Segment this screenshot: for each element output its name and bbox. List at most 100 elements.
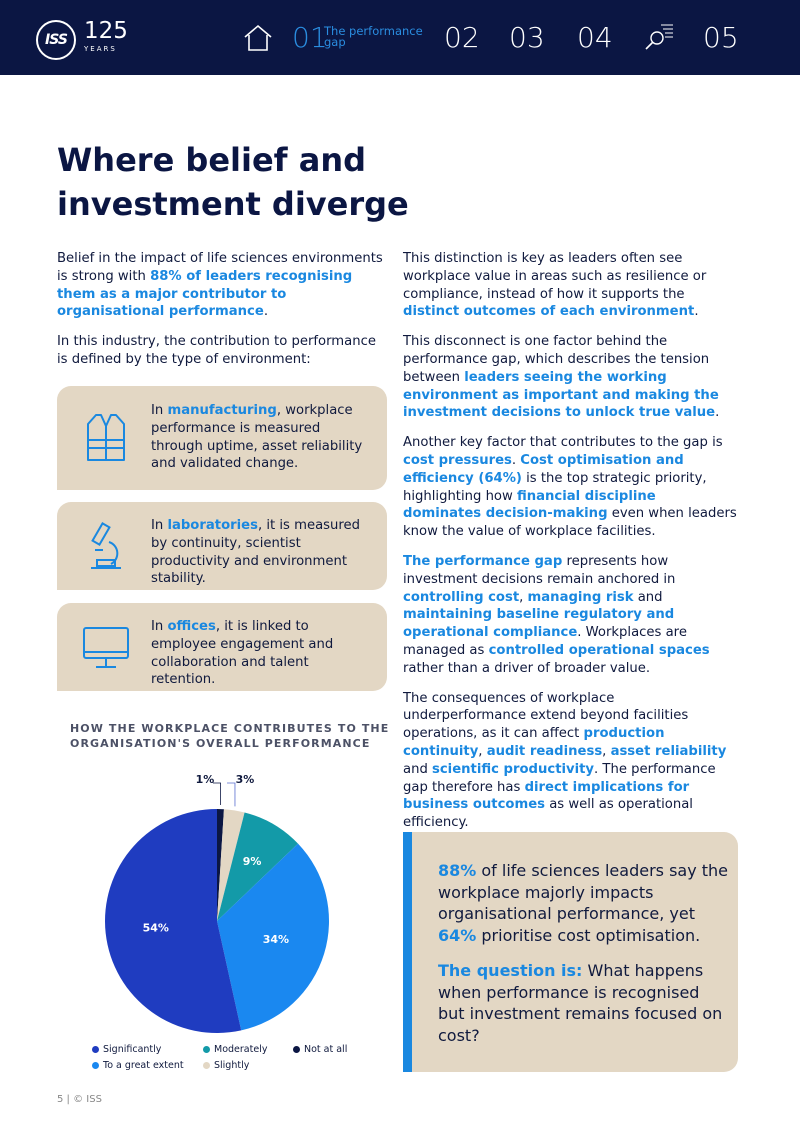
highlight-text: cost pressures (403, 452, 512, 468)
years-label: YEARS (84, 45, 117, 53)
highlight-text: audit readiness (486, 743, 603, 759)
text-span: . (715, 405, 720, 421)
highlight-text: leaders seeing the working environment a… (403, 369, 719, 421)
highlight-text: The question is: (438, 960, 583, 980)
manufacturing-card: In manufacturing, workplace performance … (57, 386, 387, 490)
legend-label: Not at all (304, 1044, 348, 1055)
legend-label: Significantly (103, 1044, 162, 1055)
highlight-text: 64% (438, 926, 477, 946)
pie-label-significantly: 54% (143, 922, 169, 935)
text-span: is the top strategic priority, highlight… (403, 470, 707, 504)
highlight-text: managing risk (527, 589, 634, 605)
text-span: represents how investment decisions rema… (403, 553, 676, 587)
nav-section-05[interactable]: 05 (703, 21, 739, 54)
legend-swatch (203, 1046, 210, 1053)
right-column: This distinction is key as leaders often… (403, 250, 738, 844)
offices-card: In offices, it is linked to employee eng… (57, 603, 387, 691)
pie-slice-moderately (217, 812, 299, 921)
highlight-text: scientific productivity (432, 761, 595, 777)
highlight-text: financial discipline dominates decision-… (403, 488, 656, 522)
highlight-text: laboratories (167, 518, 258, 533)
highlight-text: controlling cost (403, 589, 520, 605)
iss-logo[interactable]: ISS (36, 20, 76, 60)
text-span: , (478, 743, 487, 759)
chart-title: HOW THE WORKPLACE CONTRIBUTES TO THE ORG… (70, 722, 390, 750)
text-span: as well as operational efficiency. (403, 797, 693, 831)
text-span: In (151, 518, 168, 533)
text-span: of life sciences leaders say the workpla… (438, 861, 729, 924)
text-span: . Workplaces are managed as (403, 625, 687, 658)
text-span: In (151, 619, 168, 634)
pie-chart: 1% 3% 9% 34% 54% (105, 773, 329, 1033)
legend-label: Slightly (214, 1060, 250, 1071)
manufacturing-text: In manufacturing, workplace performance … (151, 402, 376, 473)
pie-label-to-a-great-extent: 34% (263, 933, 289, 946)
text-span: , it is linked to employee engagement an… (151, 619, 334, 688)
legend-item-significantly: Significantly (92, 1044, 161, 1055)
pie-label-not-at-all: 1% (196, 773, 215, 786)
text-span: . (694, 304, 699, 320)
distinction-paragraph: This distinction is key as leaders often… (403, 250, 738, 321)
highlight-text: Cost optimisation and efficiency (64%) (403, 452, 684, 486)
logo-text: ISS (45, 32, 68, 48)
callout-accent-bar (403, 832, 412, 1072)
microscope-icon (91, 521, 121, 569)
highlight-text: manufacturing (167, 403, 277, 418)
text-span: What happens when performance is recogni… (438, 960, 723, 1045)
text-span: , (602, 743, 611, 759)
text-span: , (519, 589, 528, 605)
nav-section-01[interactable]: 01 (292, 21, 328, 54)
text-span: . The performance gap therefore has (403, 761, 716, 795)
text-span: and (403, 761, 433, 777)
home-icon[interactable] (243, 24, 273, 52)
nav-section-02[interactable]: 02 (444, 21, 480, 54)
callout-question-paragraph: The question is: What happens when perfo… (438, 960, 728, 1047)
text-span: The consequences of workplace underperfo… (403, 690, 689, 742)
intro-paragraph: Belief in the impact of life sciences en… (57, 250, 387, 321)
left-column: Belief in the impact of life sciences en… (57, 250, 387, 381)
legend-swatch (203, 1062, 210, 1069)
consequences-paragraph: The consequences of workplace underperfo… (403, 690, 738, 832)
laboratories-text: In laboratories, it is measured by conti… (151, 517, 376, 588)
nav-section-04[interactable]: 04 (577, 21, 613, 54)
highlight-text: distinct outcomes of each environment (403, 304, 695, 320)
legend-label: To a great extent (103, 1060, 184, 1071)
highlight-text: maintaining baseline regulatory and oper… (403, 607, 675, 641)
environment-intro-paragraph: In this industry, the contribution to pe… (57, 334, 376, 367)
monitor-icon (83, 627, 129, 668)
legend-label: Moderately (214, 1044, 268, 1055)
pie-leader-line (227, 782, 236, 807)
pie-label-slightly: 3% (236, 773, 255, 786)
legend-item-to-a-great-extent: To a great extent (92, 1060, 184, 1071)
pie-slice-to-a-great-extent (217, 843, 329, 1031)
text-span: even when leaders know the value of work… (403, 506, 737, 540)
text-span: and (633, 589, 663, 605)
callout-text: 88% of life sciences leaders say the wor… (438, 860, 728, 1060)
page-footer: 5 | © ISS (57, 1094, 102, 1105)
disconnect-paragraph: This disconnect is one factor behind the… (403, 333, 738, 422)
highlight-text: offices (167, 619, 216, 634)
nav-section-03[interactable]: 03 (509, 21, 545, 54)
nav-section-01-label[interactable]: The performance gap (324, 24, 423, 49)
highlight-text: direct implications for business outcome… (403, 779, 690, 813)
vest-icon (87, 414, 125, 461)
text-span: , it is measured by continuity, scientis… (151, 518, 360, 587)
text-span: prioritise cost optimisation. (476, 926, 701, 946)
text-span: . (263, 304, 269, 320)
page-title: Where belief and investment diverge (57, 141, 409, 223)
highlight-text: 88% (438, 861, 477, 880)
text-span: Belief in the impact of life sciences en… (57, 251, 383, 284)
pie-leader-line (213, 782, 222, 806)
highlight-text: The performance gap (403, 553, 563, 569)
highlight-text: controlled operational spaces (488, 642, 710, 658)
anniversary-badge: 125 YEARS (84, 18, 128, 54)
key-stat-callout: 88% of life sciences leaders say the wor… (403, 832, 738, 1072)
search-icon[interactable] (643, 22, 675, 52)
performance-gap-paragraph: The performance gap represents how inves… (403, 553, 738, 678)
pie-slice-not-at-all (217, 809, 224, 921)
highlight-text: asset reliability (610, 743, 727, 759)
years-number: 125 (84, 18, 128, 44)
top-navigation-bar: ISS 125 YEARS 01 The performance gap 02 … (0, 0, 800, 75)
pie-slice-slightly (217, 809, 245, 921)
text-span: Another key factor that contributes to t… (403, 435, 723, 451)
